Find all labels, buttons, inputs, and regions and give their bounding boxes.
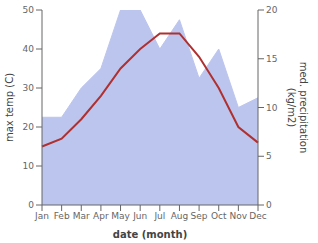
svg-text:max temp (C): max temp (C) xyxy=(8,73,15,142)
svg-text:Jan: Jan xyxy=(34,211,49,221)
svg-text:Jun: Jun xyxy=(132,211,147,221)
svg-text:Apr: Apr xyxy=(93,211,109,221)
svg-text:10: 10 xyxy=(266,103,278,113)
svg-text:Nov: Nov xyxy=(230,211,248,221)
svg-text:Aug: Aug xyxy=(171,211,189,221)
svg-text:0: 0 xyxy=(28,200,34,210)
svg-text:30: 30 xyxy=(23,83,35,93)
svg-text:Dec: Dec xyxy=(249,211,266,221)
svg-text:date (month): date (month) xyxy=(113,229,187,240)
svg-text:5: 5 xyxy=(266,151,272,161)
svg-text:0: 0 xyxy=(266,200,272,210)
svg-text:50: 50 xyxy=(23,5,35,15)
svg-text:20: 20 xyxy=(23,122,35,132)
svg-text:Sep: Sep xyxy=(191,211,208,221)
svg-text:Feb: Feb xyxy=(54,211,70,221)
svg-text:May: May xyxy=(111,211,130,221)
svg-text:Jul: Jul xyxy=(153,211,165,221)
svg-text:20: 20 xyxy=(266,5,278,15)
svg-text:15: 15 xyxy=(266,54,277,64)
svg-text:Oct: Oct xyxy=(211,211,227,221)
svg-text:40: 40 xyxy=(23,44,35,54)
svg-text:med. precipitation(kg/m2): med. precipitation(kg/m2) xyxy=(287,62,310,154)
svg-text:Mar: Mar xyxy=(73,211,90,221)
svg-text:10: 10 xyxy=(23,161,35,171)
